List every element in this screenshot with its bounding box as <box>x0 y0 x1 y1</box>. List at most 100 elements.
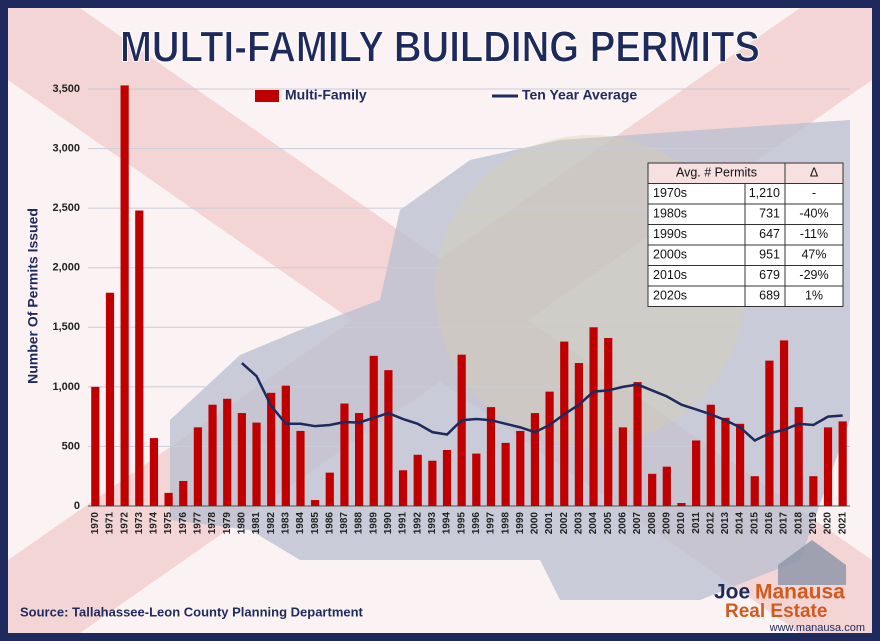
table-cell: 679 <box>759 268 780 282</box>
x-tick-label: 1971 <box>105 512 116 535</box>
bar <box>208 404 217 506</box>
bar <box>633 382 642 506</box>
bar <box>164 492 173 506</box>
table-cell: -40% <box>799 207 828 221</box>
table-cell: 1970s <box>653 186 687 200</box>
table-cell: -11% <box>800 227 828 241</box>
bar <box>692 440 701 506</box>
table-cell: 1,210 <box>749 186 780 200</box>
source: Source: Tallahassee-Leon County Planning… <box>20 604 364 619</box>
table-cell: 2020s <box>653 289 687 303</box>
logo-url: www.manausa.com <box>769 622 865 634</box>
y-tick-label: 500 <box>62 440 80 452</box>
x-tick-label: 2005 <box>603 512 614 535</box>
x-tick-label: 1995 <box>456 512 467 535</box>
bar <box>457 354 466 506</box>
bar <box>823 427 833 506</box>
bar <box>149 438 159 506</box>
x-tick-label: 1989 <box>368 512 379 535</box>
x-tick-label: 1980 <box>237 512 248 535</box>
bar <box>413 454 422 506</box>
x-tick-label: 1993 <box>427 512 438 535</box>
x-tick-label: 1987 <box>339 512 350 535</box>
bar <box>237 413 246 506</box>
bar <box>442 450 452 506</box>
y-tick-label: 1,500 <box>52 321 80 333</box>
x-tick-label: 2008 <box>647 512 658 535</box>
x-tick-label: 1985 <box>310 512 321 535</box>
x-tick-label: 1986 <box>324 512 335 535</box>
table-cell: 647 <box>759 227 780 241</box>
x-tick-label: 2004 <box>588 512 599 535</box>
bar <box>794 407 803 506</box>
table-cell: 1% <box>805 289 823 303</box>
legend-label: Multi-Family <box>285 87 367 103</box>
x-tick-label: 1979 <box>222 512 233 535</box>
x-tick-label: 2011 <box>691 512 702 534</box>
x-tick-label: 1988 <box>354 512 365 535</box>
bar <box>296 430 305 506</box>
logo-name-b: Manausa <box>755 581 845 604</box>
y-tick-label: 0 <box>74 500 80 512</box>
bar <box>545 391 554 506</box>
x-tick-label: 1974 <box>149 512 160 535</box>
table-cell: -29% <box>799 268 828 282</box>
x-tick-label: 2003 <box>574 512 585 535</box>
x-tick-label: 2010 <box>676 512 687 535</box>
x-tick-label: 2020 <box>823 512 834 535</box>
x-tick-label: 1972 <box>119 512 130 535</box>
x-tick-label: 2007 <box>632 512 643 535</box>
x-tick-label: 1990 <box>383 512 394 535</box>
x-tick-label: 1975 <box>163 512 174 535</box>
x-tick-label: 1991 <box>398 512 409 535</box>
y-tick-label: 3,500 <box>52 83 80 95</box>
x-tick-label: 2015 <box>749 512 760 535</box>
x-tick-label: 1992 <box>412 512 423 535</box>
table-header: Avg. # Permits <box>676 166 757 180</box>
bar <box>91 386 100 506</box>
table-cell: 951 <box>759 248 780 262</box>
line <box>241 362 843 442</box>
x-tick-label: 2002 <box>559 512 570 535</box>
bar <box>618 427 627 506</box>
bar <box>311 500 320 506</box>
table-cell: 2010s <box>653 268 687 282</box>
bar <box>809 476 818 506</box>
x-tick-label: 1994 <box>442 512 453 535</box>
bar <box>340 403 349 506</box>
bar <box>281 385 290 506</box>
bar <box>325 472 334 506</box>
bar <box>252 422 261 506</box>
table-cell: 1990s <box>653 227 687 241</box>
bar <box>223 398 232 506</box>
chart-title: MULTI-FAMILY BUILDING PERMITS <box>120 23 760 72</box>
bar <box>516 430 525 506</box>
x-tick-label: 1999 <box>515 512 526 535</box>
bar <box>530 413 540 506</box>
x-tick-label: 2000 <box>530 512 541 535</box>
bar <box>267 392 276 506</box>
x-tick-label: 1997 <box>486 512 497 535</box>
table-cell: 689 <box>759 289 780 303</box>
x-tick-label: 2017 <box>779 512 790 535</box>
bar <box>706 404 715 506</box>
x-tick-label: 2013 <box>720 512 731 535</box>
x-tick-label: 1977 <box>193 512 204 535</box>
bar <box>501 442 510 506</box>
table-header: Δ <box>810 166 818 180</box>
x-tick-label: 1976 <box>178 512 189 535</box>
bar <box>779 340 789 506</box>
x-tick-label: 2009 <box>661 512 672 535</box>
bar <box>135 210 144 507</box>
bar <box>105 292 115 506</box>
logo-name-a: Joe <box>714 581 750 604</box>
x-tick-label: 2012 <box>705 512 716 535</box>
table-cell: - <box>812 186 816 200</box>
bar <box>193 427 203 506</box>
y-axis-label: Number Of Permits Issued <box>25 208 41 384</box>
x-tick-label: 1981 <box>251 512 262 535</box>
x-tick-label: 2001 <box>544 512 555 535</box>
bar <box>604 338 613 506</box>
y-tick-label: 2,500 <box>52 202 80 214</box>
